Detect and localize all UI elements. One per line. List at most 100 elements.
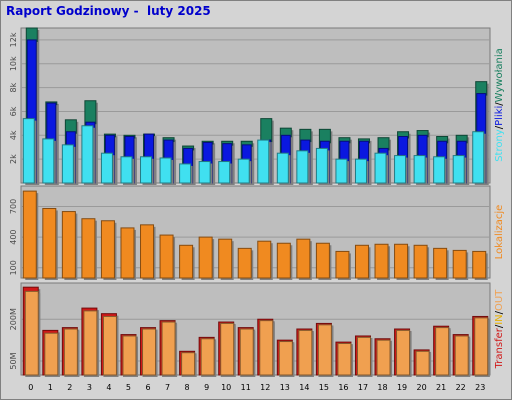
bar-lokalizacje <box>257 240 273 280</box>
page-title: Raport Godzinowy - luty 2025 <box>6 4 211 18</box>
bar-lokalizacje-body <box>276 242 291 279</box>
bar-lokalizacje <box>394 243 410 280</box>
bar-lokalizacje <box>296 238 312 280</box>
bar-out-body <box>454 335 469 376</box>
bar-out-body <box>220 322 235 376</box>
bar-lokalizacje-body <box>100 220 115 279</box>
x-tick-label: 14 <box>299 383 309 392</box>
bar-wywolania-body <box>120 156 133 184</box>
x-tick-label: 21 <box>436 383 446 392</box>
panel-3-side-label: Transfer/IN/OUT <box>494 289 505 370</box>
bar-lokalizacje-body <box>179 244 194 279</box>
bar-wywolania-body <box>452 155 465 184</box>
bar-wywolania <box>296 150 310 185</box>
bar-wywolania-body <box>433 156 446 184</box>
bar-out <box>181 352 197 377</box>
bar-out-body <box>474 317 489 376</box>
bar-wywolania-body <box>198 161 211 184</box>
panel-2-ytick-label: 700 <box>9 199 18 214</box>
bar-out <box>102 315 119 377</box>
bar-out-body <box>142 328 157 376</box>
bar-wywolania-body <box>335 158 348 184</box>
side-label-part: Transfer <box>494 327 505 369</box>
bar-lokalizacje-body <box>413 244 428 279</box>
bar-wywolania-body <box>276 152 289 184</box>
bar-out <box>376 339 393 377</box>
x-tick-label: 22 <box>456 383 466 392</box>
bar-lokalizacje-body <box>472 250 487 279</box>
bar-lokalizacje-body <box>315 242 330 279</box>
bar-out <box>83 310 99 377</box>
side-label-part: / <box>494 125 505 129</box>
panel-3-ytick-label: 50M <box>9 352 18 369</box>
bar-out-body <box>24 290 39 376</box>
panel-1-side-label: Strony/Pliki/Wywołania <box>494 48 505 162</box>
bar-lokalizacje <box>140 224 156 280</box>
x-tick-label: 9 <box>204 383 209 392</box>
bar-out-body <box>435 327 450 376</box>
bar-lokalizacje <box>159 234 176 280</box>
bar-wywolania <box>374 152 389 185</box>
side-label-part: Pliki <box>494 106 505 126</box>
bar-out-body <box>181 352 196 376</box>
x-tick-label: 1 <box>48 383 53 392</box>
side-label-part: Strony <box>494 129 505 162</box>
bar-lokalizacje <box>179 244 195 280</box>
bar-lokalizacje-body <box>433 247 448 279</box>
panel-2-ytick-label: 400 <box>9 229 18 244</box>
bar-wywolania-body <box>257 139 270 184</box>
bar-lokalizacje-body <box>237 247 252 279</box>
x-tick-label: 0 <box>28 383 33 392</box>
bar-out-body <box>239 328 254 376</box>
bar-wywolania <box>452 155 467 185</box>
bar-lokalizacje-body <box>335 250 350 279</box>
bar-wywolania-body <box>42 138 55 184</box>
bar-lokalizacje <box>472 250 488 280</box>
bar-lokalizacje <box>198 236 215 280</box>
bar-lokalizacje-body <box>42 207 57 279</box>
x-tick-label: 18 <box>377 383 387 392</box>
bar-out-body <box>298 329 313 376</box>
bar-out <box>44 332 60 377</box>
x-tick-label: 8 <box>185 383 190 392</box>
panel-2-side-label: Lokalizacje <box>494 205 505 260</box>
x-tick-label: 13 <box>280 383 290 392</box>
side-label-part: / <box>494 310 505 314</box>
bar-lokalizacje <box>276 242 293 280</box>
bar-lokalizacje-body <box>296 238 311 279</box>
x-tick-label: 23 <box>475 383 485 392</box>
bar-out <box>396 329 412 377</box>
bar-wywolania-body <box>394 155 407 184</box>
bar-wywolania <box>22 118 37 185</box>
panel-1-ytick-label: 6k <box>9 106 18 116</box>
bar-lokalizacje <box>120 227 136 280</box>
bar-wywolania-body <box>237 158 250 184</box>
bar-wywolania <box>179 163 193 185</box>
x-tick-label: 19 <box>397 383 407 392</box>
bar-wywolania-body <box>81 125 94 184</box>
bar-wywolania <box>335 158 349 185</box>
bar-wywolania-body <box>61 144 74 184</box>
panel-3-background <box>20 282 491 376</box>
bar-out-body <box>317 324 332 376</box>
bar-out <box>298 329 314 377</box>
x-tick-label: 5 <box>126 383 131 392</box>
bar-wywolania-body <box>140 156 153 184</box>
bar-wywolania <box>81 125 95 185</box>
panel-1-ytick-label: 2k <box>9 154 18 164</box>
bar-wywolania <box>218 161 232 185</box>
bar-lokalizacje <box>100 220 117 280</box>
bar-out <box>24 290 41 377</box>
bar-out <box>435 327 451 377</box>
bar-lokalizacje <box>315 242 332 280</box>
bar-wywolania-body <box>472 131 485 184</box>
side-label-part: Wywołania <box>494 48 505 102</box>
bar-wywolania <box>140 156 154 185</box>
bar-lokalizacje-body <box>81 218 96 279</box>
bar-lokalizacje-body <box>198 236 213 279</box>
bar-wywolania-body <box>315 147 328 184</box>
bar-wywolania <box>354 158 369 185</box>
bar-wywolania <box>433 156 447 185</box>
side-label-part: / <box>494 102 505 106</box>
bar-lokalizacje <box>374 243 391 280</box>
